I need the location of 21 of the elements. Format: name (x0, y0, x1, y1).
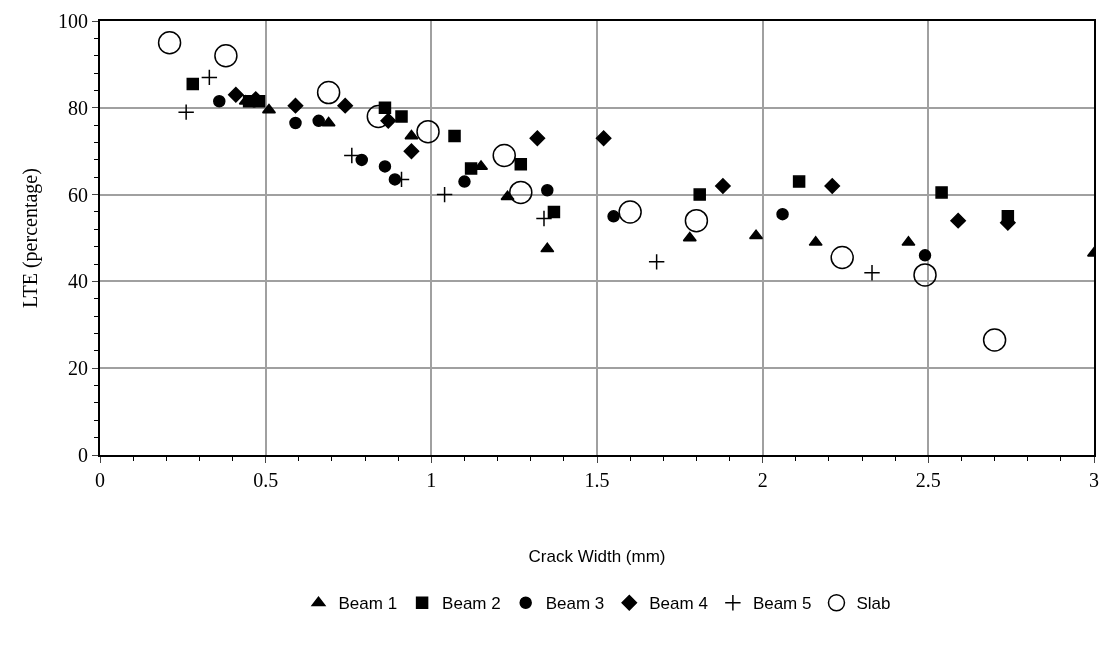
x-tick-label: 2.5 (915, 469, 941, 491)
legend-label: Beam 3 (545, 594, 605, 614)
x-tick-label: 3 (1089, 469, 1099, 491)
y-tick-label: 40 (68, 270, 88, 293)
x-axis-title: Crack Width (mm) (528, 546, 666, 566)
legend-label: Slab (856, 594, 891, 614)
x-tick-label: 0.5 (253, 469, 279, 491)
x-tick-label: 1.5 (584, 469, 610, 491)
x-tick-label: 1 (426, 469, 437, 491)
y-tick-label: 0 (78, 444, 88, 466)
x-tick-label: 0 (95, 469, 105, 491)
x-tick-label: 2 (757, 469, 768, 491)
y-tick-label: 20 (68, 357, 88, 380)
legend-label: Beam 2 (442, 594, 501, 614)
legend-label: Beam 4 (649, 594, 708, 614)
y-tick-label: 80 (68, 96, 88, 119)
y-axis-title: LTE (percentage) (19, 168, 42, 308)
legend-label: Beam 1 (338, 594, 398, 614)
y-tick-label: 100 (58, 10, 88, 32)
legend-label: Beam 5 (752, 594, 812, 614)
y-tick-label: 60 (68, 183, 88, 206)
